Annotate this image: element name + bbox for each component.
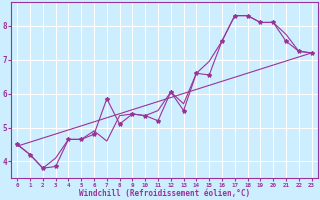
X-axis label: Windchill (Refroidissement éolien,°C): Windchill (Refroidissement éolien,°C) <box>79 189 250 198</box>
